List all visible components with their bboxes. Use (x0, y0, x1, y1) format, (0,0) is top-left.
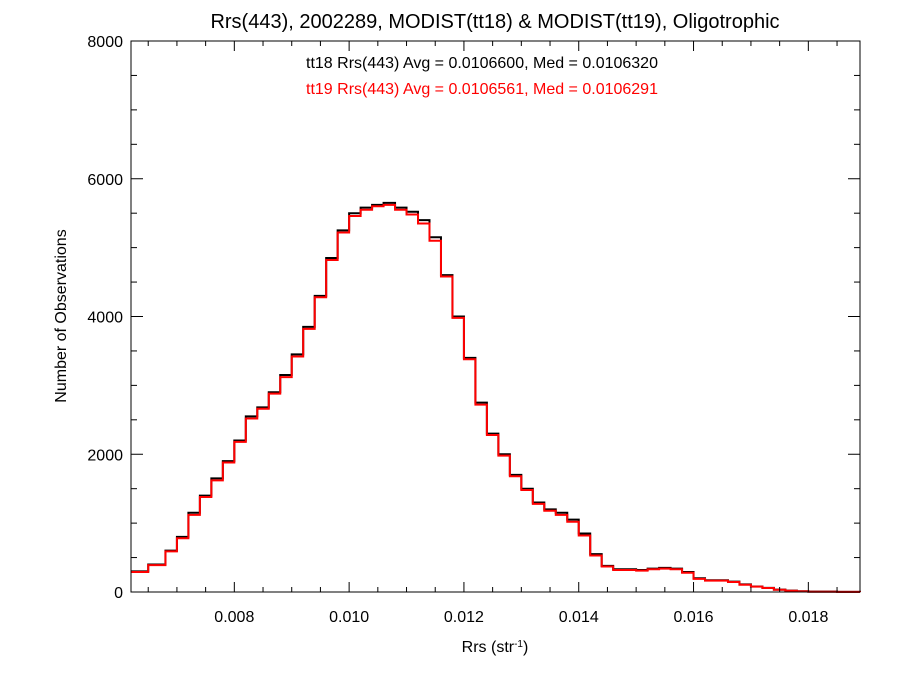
y-tick-label: 8000 (87, 34, 123, 51)
y-tick-label: 2000 (87, 447, 123, 464)
x-tick-label: 0.012 (444, 609, 484, 626)
chart-title: Rrs(443), 2002289, MODIST(tt18) & MODIST… (210, 11, 779, 33)
x-tick-label: 0.014 (559, 609, 599, 626)
y-tick-label: 0 (114, 585, 123, 602)
series-line-1 (131, 201, 861, 593)
series-line-2 (131, 203, 861, 593)
x-tick-label: 0.018 (788, 609, 828, 626)
y-tick-label: 4000 (87, 310, 123, 327)
x-axis-label-base: Rrs (str (462, 639, 515, 656)
plot-frame (130, 40, 861, 593)
annotation-1: tt18 Rrs(443) Avg = 0.0106600, Med = 0.0… (306, 55, 658, 72)
y-axis-label: Number of Observations (53, 229, 70, 402)
x-tick-label: 0.008 (214, 609, 254, 626)
annotations: tt18 Rrs(443) Avg = 0.0106600, Med = 0.0… (306, 55, 658, 98)
x-axis-label-close: ) (523, 639, 528, 656)
series-layer (131, 201, 861, 593)
x-axis-label-superscript: -1 (514, 639, 523, 650)
y-tick-label: 6000 (87, 172, 123, 189)
x-axis-label: Rrs (str-1) (462, 639, 529, 657)
x-tick-label: 0.010 (329, 609, 369, 626)
x-tick-label: 0.016 (674, 609, 714, 626)
annotation-2: tt19 Rrs(443) Avg = 0.0106561, Med = 0.0… (306, 81, 658, 98)
axes-layer: 0.008 0.010 0.012 0.014 0.016 0.018 0 2000 4000 6… (87, 34, 861, 626)
